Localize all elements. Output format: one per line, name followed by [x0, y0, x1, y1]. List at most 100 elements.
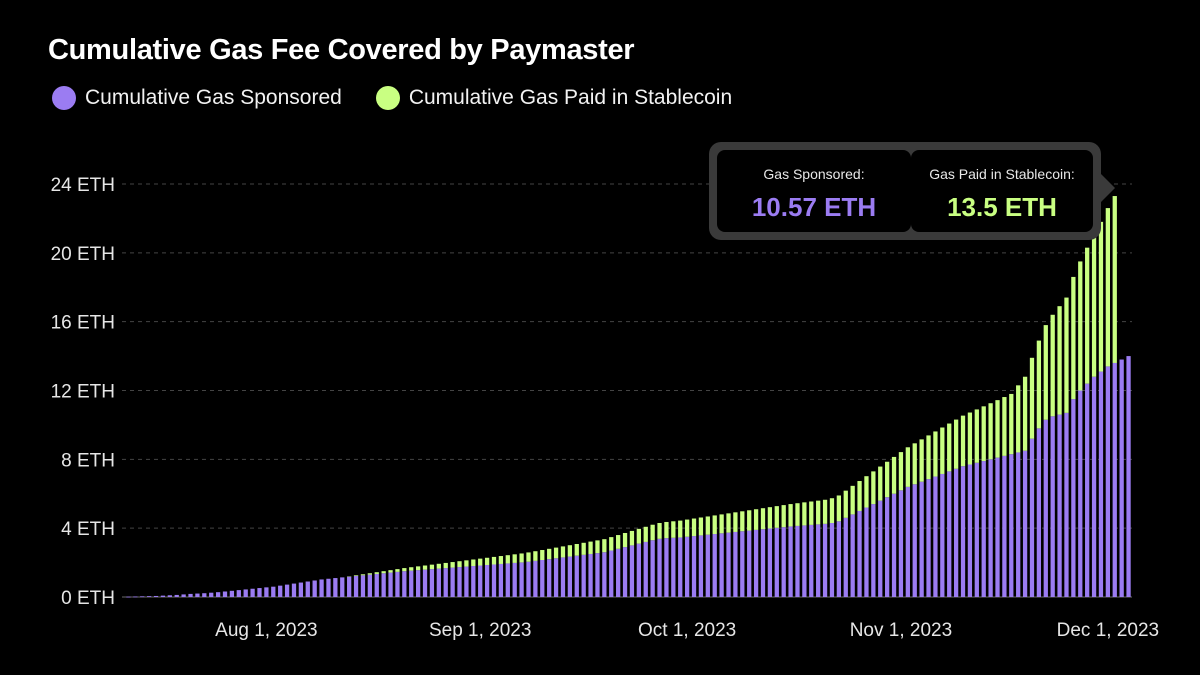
- bar-sponsored: [560, 557, 566, 597]
- bar-sponsored: [526, 561, 531, 597]
- bar-stablecoin: [995, 400, 1000, 458]
- bar-stablecoin: [678, 520, 683, 538]
- bar-stablecoin: [526, 552, 531, 562]
- bar-stablecoin: [436, 563, 441, 569]
- bar-sponsored: [678, 537, 683, 597]
- y-tick-label: 0 ETH: [61, 588, 115, 609]
- bar-sponsored: [588, 553, 593, 597]
- bar-sponsored: [1071, 399, 1076, 597]
- bar-stablecoin: [822, 499, 828, 524]
- bar-stablecoin: [519, 553, 524, 563]
- bar-sponsored: [795, 525, 800, 597]
- y-tick-label: 8 ETH: [61, 450, 115, 471]
- bar-sponsored: [898, 490, 904, 597]
- bar-sponsored: [326, 578, 331, 597]
- bar-sponsored: [926, 479, 931, 597]
- bar-sponsored: [264, 587, 269, 597]
- bar-sponsored: [450, 567, 455, 597]
- bar-sponsored: [147, 596, 152, 597]
- bar-stablecoin: [629, 530, 635, 546]
- bar-sponsored: [353, 576, 359, 597]
- bar-sponsored: [312, 580, 317, 597]
- bar-stablecoin: [919, 439, 924, 482]
- bar-stablecoin: [809, 501, 814, 525]
- bar-stablecoin: [1050, 314, 1055, 417]
- bar-stablecoin: [484, 557, 490, 565]
- bar-sponsored: [284, 584, 290, 597]
- bar-stablecoin: [429, 564, 435, 570]
- bar-stablecoin: [788, 504, 793, 527]
- bar-sponsored: [885, 497, 890, 597]
- bar-sponsored: [222, 591, 228, 597]
- tooltip-stablecoin-label: Gas Paid in Stablecoin:: [929, 166, 1075, 182]
- bar-sponsored: [705, 534, 710, 597]
- bar-stablecoin: [409, 567, 414, 571]
- bar-sponsored: [160, 595, 166, 597]
- x-tick-label: Oct 1, 2023: [638, 620, 736, 641]
- bar-sponsored: [540, 560, 545, 597]
- bar-sponsored: [1050, 416, 1055, 597]
- bar-sponsored: [905, 486, 910, 597]
- bar-stablecoin: [753, 509, 759, 530]
- bar-sponsored: [636, 543, 641, 597]
- bar-stablecoin: [684, 519, 690, 537]
- bar-stablecoin: [643, 526, 648, 542]
- bar-sponsored: [533, 560, 538, 597]
- bar-sponsored: [181, 594, 186, 597]
- bar-sponsored: [940, 473, 945, 597]
- bar-stablecoin: [650, 524, 655, 541]
- bar-stablecoin: [567, 545, 573, 557]
- bar-stablecoin: [664, 521, 669, 539]
- bar-sponsored: [836, 521, 842, 597]
- bar-sponsored: [960, 466, 966, 597]
- bar-sponsored: [347, 576, 352, 597]
- x-tick-label: Sep 1, 2023: [429, 620, 531, 641]
- bar-sponsored: [215, 592, 221, 597]
- bar-sponsored: [974, 462, 979, 597]
- bar-sponsored: [891, 493, 897, 597]
- bar-sponsored: [684, 536, 690, 597]
- bar-stablecoin: [953, 419, 959, 469]
- bar-stablecoin: [588, 541, 593, 554]
- bar-sponsored: [195, 593, 200, 597]
- bar-stablecoin: [767, 507, 773, 529]
- bar-stablecoin: [1112, 196, 1117, 363]
- bar-stablecoin: [981, 406, 986, 462]
- bar-stablecoin: [478, 558, 483, 566]
- bar-sponsored: [864, 507, 869, 597]
- bar-sponsored: [712, 534, 717, 597]
- legend-item-stablecoin[interactable]: Cumulative Gas Paid in Stablecoin: [375, 86, 732, 110]
- bar-stablecoin: [1002, 397, 1007, 456]
- bar-sponsored: [781, 527, 786, 597]
- bar-stablecoin: [457, 561, 462, 568]
- bar-stablecoin: [1022, 376, 1028, 451]
- bar-stablecoin: [747, 510, 752, 531]
- bar-sponsored: [278, 585, 283, 597]
- bar-sponsored: [602, 552, 607, 597]
- bar-sponsored: [484, 564, 490, 597]
- y-tick-label: 12 ETH: [51, 382, 115, 403]
- bar-stablecoin: [533, 551, 538, 561]
- bar-stablecoin: [912, 443, 917, 485]
- bar-sponsored: [381, 573, 386, 597]
- legend-item-sponsored[interactable]: Cumulative Gas Sponsored: [52, 86, 342, 110]
- bar-sponsored: [912, 484, 917, 597]
- tooltip-sponsored-box: Gas Sponsored: 10.57 ETH: [717, 150, 911, 232]
- bar-sponsored: [1098, 371, 1104, 597]
- y-tick-label: 20 ETH: [51, 244, 115, 265]
- bar-sponsored: [505, 563, 510, 597]
- bar-sponsored: [236, 590, 241, 597]
- bar-sponsored: [415, 570, 421, 597]
- bar-sponsored: [740, 531, 745, 597]
- bar-stablecoin: [878, 466, 883, 501]
- bar-stablecoin: [471, 559, 476, 567]
- x-tick-label: Dec 1, 2023: [1057, 620, 1159, 641]
- bar-sponsored: [1085, 383, 1090, 597]
- bar-sponsored: [664, 538, 669, 597]
- bar-sponsored: [1036, 428, 1042, 597]
- bar-sponsored: [1078, 390, 1083, 597]
- bar-stablecoin: [691, 518, 697, 537]
- bar-sponsored: [988, 459, 993, 597]
- bar-sponsored: [202, 593, 207, 597]
- bar-sponsored: [1112, 362, 1117, 597]
